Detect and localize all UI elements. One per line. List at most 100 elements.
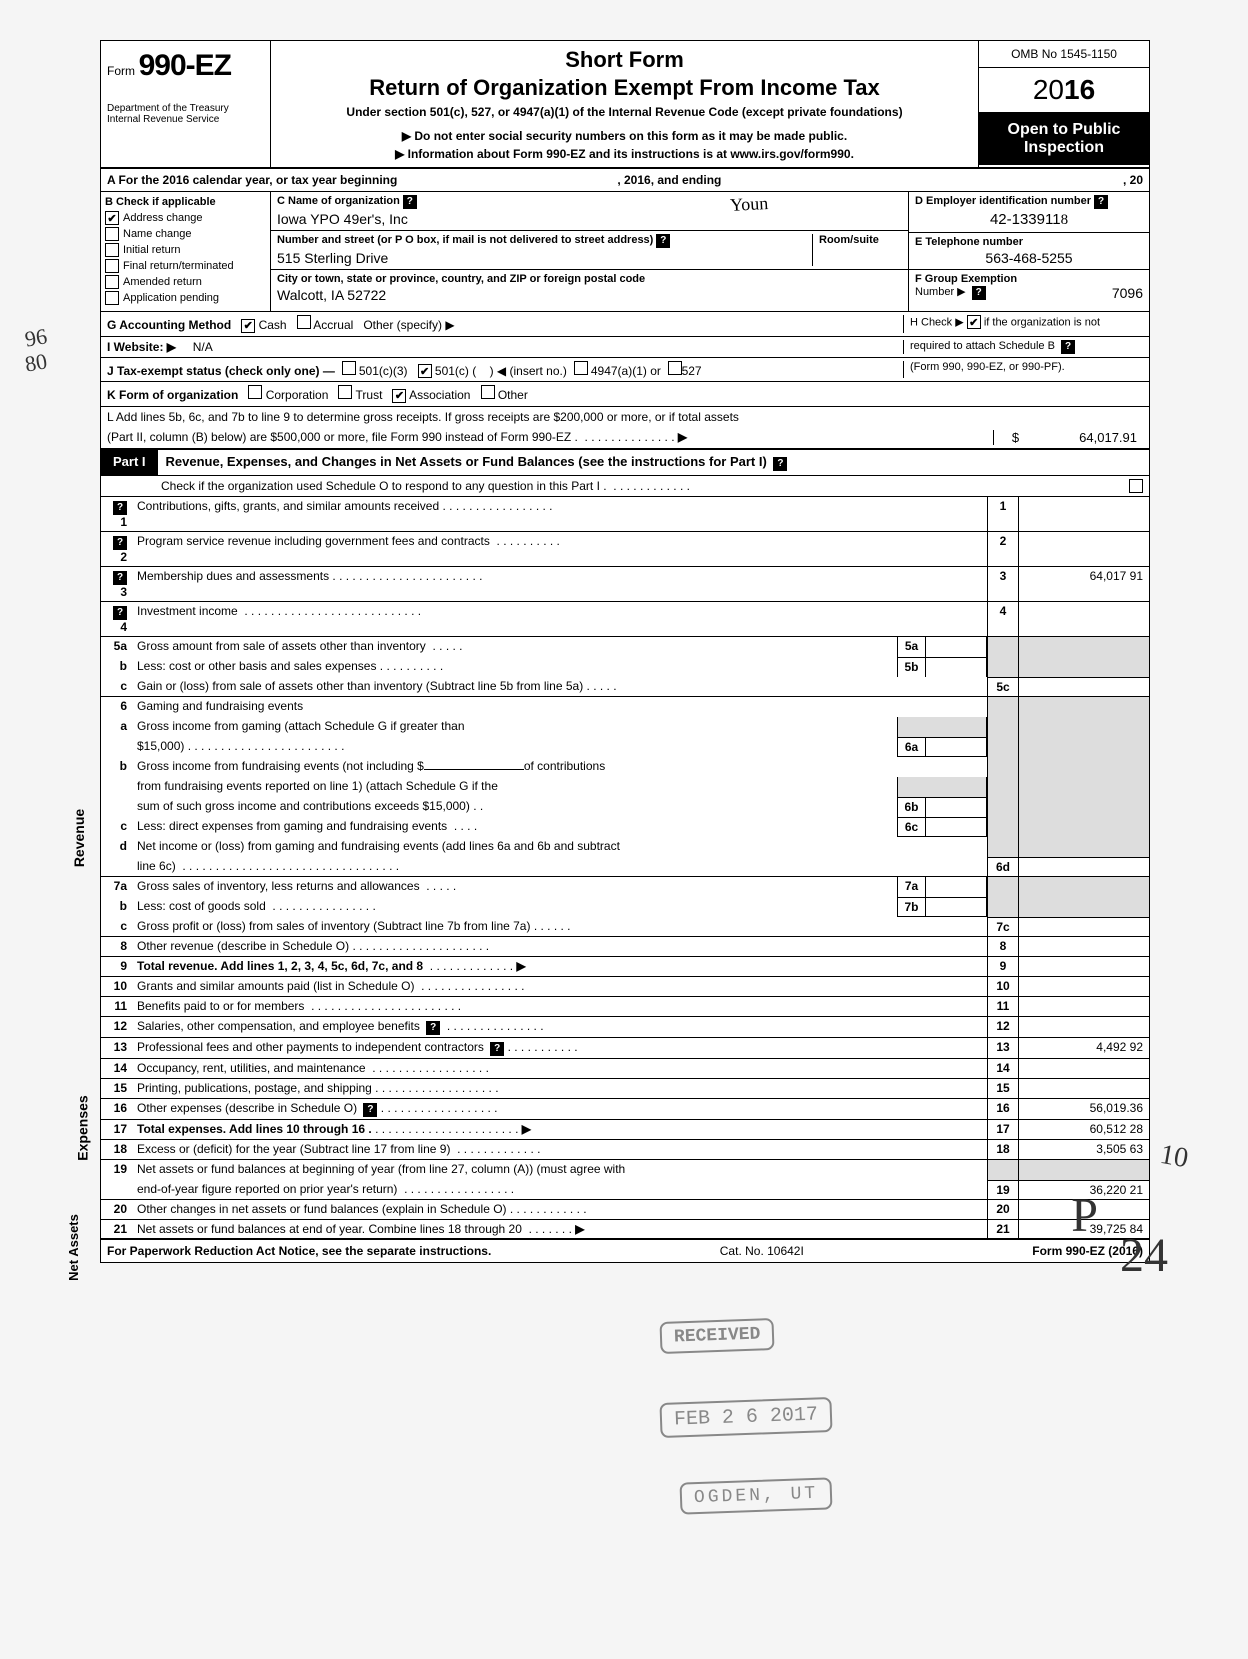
- help-icon[interactable]: ?: [490, 1042, 504, 1056]
- checkbox-name-change[interactable]: [105, 227, 119, 241]
- tax-year: 2016: [979, 68, 1149, 113]
- help-icon[interactable]: ?: [113, 501, 127, 515]
- line-4: ? 4 Investment income . . . . . . . . . …: [101, 602, 1149, 637]
- help-icon[interactable]: ?: [656, 234, 670, 248]
- col-de: D Employer identification number? 42-133…: [909, 192, 1149, 311]
- handwritten-annotation: Youn: [729, 193, 768, 216]
- checkbox-501c[interactable]: ✔: [418, 364, 432, 378]
- line-5c: c Gain or (loss) from sale of assets oth…: [101, 677, 1149, 697]
- col-c-org-info: C Name of organization? Youn Iowa YPO 49…: [271, 192, 909, 311]
- info-block: B Check if applicable ✔Address change Na…: [101, 192, 1149, 312]
- line-12: 12 Salaries, other compensation, and emp…: [101, 1017, 1149, 1038]
- checkbox-final-return[interactable]: [105, 259, 119, 273]
- side-label-revenue: Revenue: [71, 809, 87, 867]
- org-name: Iowa YPO 49er's, Inc: [277, 211, 902, 227]
- telephone: 563-468-5255: [915, 250, 1143, 266]
- stamp-date: FEB 2 6 2017: [659, 1397, 832, 1438]
- line-6a-2: $15,000) . . . . . . . . . . . . . . . .…: [101, 737, 1149, 757]
- checkbox-other-org[interactable]: [481, 385, 495, 399]
- line-9: 9 Total revenue. Add lines 1, 2, 3, 4, 5…: [101, 957, 1149, 977]
- margin-annotation: P: [1071, 1188, 1098, 1243]
- checkbox-501c3[interactable]: [342, 361, 356, 375]
- row-l-amount: (Part II, column (B) below) are $500,000…: [101, 427, 1149, 449]
- help-icon[interactable]: ?: [1094, 195, 1108, 209]
- org-address: 515 Sterling Drive: [277, 250, 812, 266]
- margin-annotation: 96: [23, 323, 49, 352]
- checkbox-amended[interactable]: [105, 275, 119, 289]
- row-l: L Add lines 5b, 6c, and 7b to line 9 to …: [101, 407, 1149, 427]
- line-14: 14 Occupancy, rent, utilities, and maint…: [101, 1059, 1149, 1079]
- margin-annotation: 80: [23, 348, 49, 377]
- omb-number: OMB No 1545-1150: [979, 41, 1149, 68]
- stamp-received: RECEIVED: [659, 1318, 774, 1354]
- line-17: 17 Total expenses. Add lines 10 through …: [101, 1120, 1149, 1140]
- open-to-public: Open to Public Inspection: [979, 113, 1149, 165]
- title-return: Return of Organization Exempt From Incom…: [281, 75, 968, 101]
- line-7c: c Gross profit or (loss) from sales of i…: [101, 917, 1149, 937]
- line-3: ? 3 Membership dues and assessments . . …: [101, 567, 1149, 602]
- stamp-ogden: OGDEN, UT: [679, 1477, 832, 1514]
- help-icon[interactable]: ?: [363, 1103, 377, 1117]
- checkbox-application-pending[interactable]: [105, 291, 119, 305]
- line-6d: d Net income or (loss) from gaming and f…: [101, 837, 1149, 857]
- row-g-accounting: G Accounting Method ✔ Cash Accrual Other…: [101, 312, 1149, 337]
- checkbox-address-change[interactable]: ✔: [105, 211, 119, 225]
- side-label-expenses: Expenses: [75, 1095, 91, 1160]
- dept-treasury: Department of the Treasury: [107, 103, 264, 114]
- line-13: 13 Professional fees and other payments …: [101, 1038, 1149, 1059]
- row-i-website: I Website: ▶ N/A required to attach Sche…: [101, 337, 1149, 358]
- line-6c: c Less: direct expenses from gaming and …: [101, 817, 1149, 837]
- help-icon[interactable]: ?: [972, 286, 986, 300]
- title-short-form: Short Form: [281, 47, 968, 73]
- line-1: ? 1 Contributions, gifts, grants, and si…: [101, 497, 1149, 532]
- row-a-tax-year: A For the 2016 calendar year, or tax yea…: [101, 169, 1149, 192]
- side-label-netassets: Net Assets: [66, 1214, 81, 1281]
- line-6b: b Gross income from fundraising events (…: [101, 757, 1149, 777]
- help-icon[interactable]: ?: [403, 195, 417, 209]
- line-11: 11 Benefits paid to or for members . . .…: [101, 997, 1149, 1017]
- checkbox-association[interactable]: ✔: [392, 389, 406, 403]
- checkbox-schedule-b[interactable]: ✔: [967, 315, 981, 329]
- part-1-header: Part I Revenue, Expenses, and Changes in…: [101, 449, 1149, 476]
- line-16: 16 Other expenses (describe in Schedule …: [101, 1099, 1149, 1120]
- help-icon[interactable]: ?: [773, 457, 787, 471]
- line-10: 10 Grants and similar amounts paid (list…: [101, 977, 1149, 997]
- help-icon[interactable]: ?: [113, 606, 127, 620]
- line-5a: 5a Gross amount from sale of assets othe…: [101, 637, 1149, 657]
- help-icon[interactable]: ?: [113, 571, 127, 585]
- line-15: 15 Printing, publications, postage, and …: [101, 1079, 1149, 1099]
- checkbox-4947[interactable]: [574, 361, 588, 375]
- checkbox-cash[interactable]: ✔: [241, 319, 255, 333]
- line-6: 6 Gaming and fundraising events: [101, 697, 1149, 717]
- checkbox-corporation[interactable]: [248, 385, 262, 399]
- line-2: ? 2 Program service revenue including go…: [101, 532, 1149, 567]
- margin-annotation: 10: [1157, 1138, 1190, 1174]
- line-8: 8 Other revenue (describe in Schedule O)…: [101, 937, 1149, 957]
- line-7a: 7a Gross sales of inventory, less return…: [101, 877, 1149, 897]
- dept-irs: Internal Revenue Service: [107, 114, 264, 125]
- line-19: 19 Net assets or fund balances at beginn…: [101, 1160, 1149, 1180]
- line-19-2: end-of-year figure reported on prior yea…: [101, 1180, 1149, 1200]
- form-prefix: Form: [107, 64, 135, 78]
- line-18: 18 Excess or (deficit) for the year (Sub…: [101, 1140, 1149, 1160]
- row-k-form-org: K Form of organization Corporation Trust…: [101, 382, 1149, 407]
- line-6b-3: sum of such gross income and contributio…: [101, 797, 1149, 817]
- form-990ez: Form 990-EZ Department of the Treasury I…: [100, 40, 1150, 1263]
- line-21: 21 Net assets or fund balances at end of…: [101, 1220, 1149, 1240]
- notice-info: ▶ Information about Form 990-EZ and its …: [281, 147, 968, 161]
- line-5b: b Less: cost or other basis and sales ex…: [101, 657, 1149, 677]
- form-header: Form 990-EZ Department of the Treasury I…: [101, 41, 1149, 169]
- row-j-tax-exempt: J Tax-exempt status (check only one) — 5…: [101, 358, 1149, 383]
- checkbox-527[interactable]: [668, 361, 682, 375]
- gross-receipts: 64,017.91: [1079, 430, 1137, 445]
- checkbox-schedule-o[interactable]: [1129, 479, 1143, 493]
- line-6d-2: line 6c) . . . . . . . . . . . . . . . .…: [101, 857, 1149, 877]
- checkbox-initial-return[interactable]: [105, 243, 119, 257]
- checkbox-trust[interactable]: [338, 385, 352, 399]
- help-icon[interactable]: ?: [113, 536, 127, 550]
- margin-annotation: 24: [1120, 1228, 1168, 1283]
- help-icon[interactable]: ?: [1061, 340, 1075, 354]
- line-6b-2: from fundraising events reported on line…: [101, 777, 1149, 797]
- help-icon[interactable]: ?: [426, 1021, 440, 1035]
- checkbox-accrual[interactable]: [297, 315, 311, 329]
